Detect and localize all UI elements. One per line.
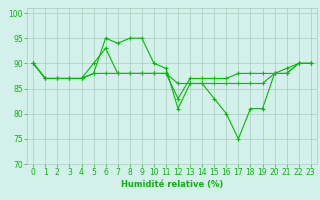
X-axis label: Humidité relative (%): Humidité relative (%) xyxy=(121,180,223,189)
